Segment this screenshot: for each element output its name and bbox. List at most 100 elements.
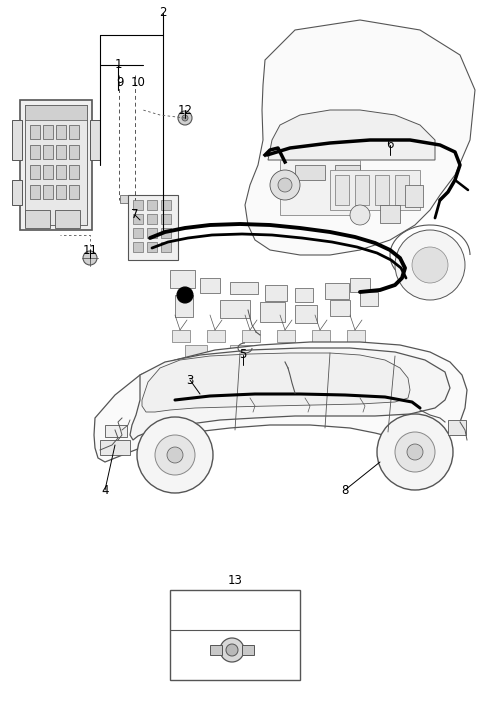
Bar: [210, 645, 222, 655]
Bar: [56, 145, 66, 159]
Bar: [12, 180, 22, 205]
Polygon shape: [94, 342, 467, 462]
Circle shape: [324, 361, 338, 375]
Bar: [133, 214, 143, 224]
Bar: [56, 125, 66, 139]
Bar: [280, 160, 360, 215]
Circle shape: [182, 115, 188, 121]
Bar: [405, 185, 423, 207]
Circle shape: [226, 644, 238, 656]
Bar: [20, 100, 92, 230]
Circle shape: [270, 170, 300, 200]
Circle shape: [279, 361, 293, 375]
Polygon shape: [142, 353, 410, 412]
Bar: [172, 330, 190, 342]
Bar: [161, 214, 171, 224]
Bar: [335, 165, 360, 180]
Bar: [207, 330, 225, 342]
Bar: [161, 228, 171, 238]
Text: 9: 9: [116, 76, 124, 88]
Bar: [347, 330, 365, 342]
Bar: [161, 200, 171, 210]
Polygon shape: [245, 20, 475, 255]
Bar: [175, 295, 193, 317]
Circle shape: [412, 247, 448, 283]
Bar: [230, 282, 258, 294]
Text: 10: 10: [131, 76, 145, 88]
Bar: [320, 345, 342, 361]
Bar: [170, 270, 195, 288]
Text: 2: 2: [159, 6, 167, 20]
Bar: [56, 165, 66, 179]
Bar: [30, 185, 40, 199]
Bar: [147, 214, 157, 224]
Bar: [43, 165, 53, 179]
Bar: [25, 105, 87, 225]
Bar: [147, 228, 157, 238]
Circle shape: [83, 251, 97, 265]
Bar: [100, 440, 130, 455]
Circle shape: [278, 178, 292, 192]
Circle shape: [189, 361, 203, 375]
Bar: [360, 292, 378, 306]
Bar: [12, 120, 22, 160]
Bar: [170, 590, 300, 680]
Bar: [69, 165, 79, 179]
Bar: [105, 425, 127, 437]
Bar: [30, 145, 40, 159]
Circle shape: [137, 417, 213, 493]
Bar: [161, 242, 171, 252]
Bar: [133, 200, 143, 210]
Text: 11: 11: [83, 243, 97, 257]
Bar: [120, 195, 134, 203]
Bar: [277, 330, 295, 342]
Circle shape: [395, 230, 465, 300]
Polygon shape: [130, 348, 450, 440]
Bar: [330, 170, 420, 210]
Bar: [230, 345, 252, 361]
Bar: [330, 300, 350, 316]
Bar: [260, 302, 285, 322]
Bar: [350, 278, 370, 292]
Bar: [147, 200, 157, 210]
Bar: [128, 195, 178, 260]
Bar: [325, 283, 349, 299]
Bar: [448, 420, 466, 435]
Bar: [69, 185, 79, 199]
Bar: [185, 345, 207, 361]
Bar: [265, 285, 287, 301]
Bar: [43, 125, 53, 139]
Bar: [375, 175, 389, 205]
Bar: [335, 175, 349, 205]
Bar: [242, 645, 254, 655]
Bar: [220, 300, 250, 318]
Bar: [395, 175, 409, 205]
Text: 3: 3: [186, 374, 194, 386]
Bar: [295, 288, 313, 302]
Bar: [275, 345, 297, 361]
Text: 7: 7: [131, 208, 139, 222]
Circle shape: [350, 205, 370, 225]
Bar: [147, 242, 157, 252]
Circle shape: [234, 361, 248, 375]
Text: 6: 6: [386, 139, 394, 151]
Circle shape: [167, 447, 183, 463]
Text: 12: 12: [178, 104, 192, 116]
Circle shape: [220, 638, 244, 662]
Circle shape: [177, 287, 193, 303]
Bar: [133, 242, 143, 252]
Circle shape: [178, 111, 192, 125]
Bar: [69, 125, 79, 139]
Bar: [69, 145, 79, 159]
Bar: [295, 165, 325, 180]
Bar: [380, 205, 400, 223]
Bar: [56, 185, 66, 199]
Bar: [30, 125, 40, 139]
Bar: [43, 185, 53, 199]
Bar: [55, 210, 80, 228]
Bar: [200, 278, 220, 293]
Bar: [355, 175, 369, 205]
Bar: [295, 305, 317, 323]
Bar: [25, 210, 50, 228]
Bar: [43, 145, 53, 159]
